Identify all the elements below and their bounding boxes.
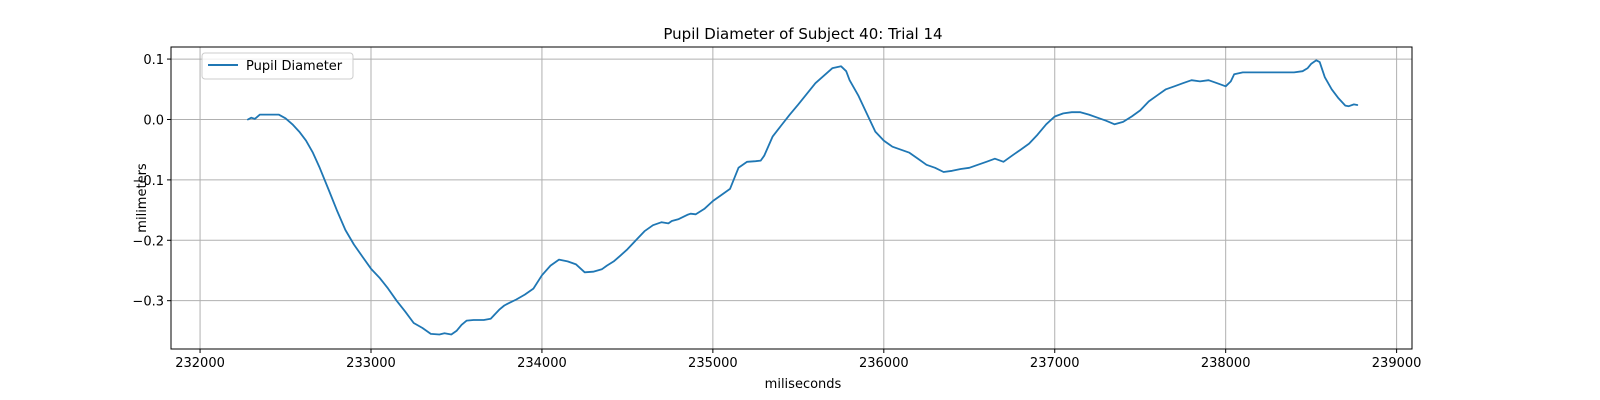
y-tick-label: 0.0 bbox=[143, 113, 164, 128]
x-tick-label: 238000 bbox=[1201, 356, 1251, 371]
y-tick-label: −0.1 bbox=[132, 174, 164, 189]
series-line-pupil-diameter bbox=[246, 59, 1359, 336]
y-tick-label: 0.1 bbox=[143, 53, 164, 68]
y-tick-label: −0.3 bbox=[132, 295, 164, 310]
chart-title: Pupil Diameter of Subject 40: Trial 14 bbox=[663, 25, 942, 43]
grid bbox=[171, 47, 1412, 349]
x-tick-label: 234000 bbox=[517, 356, 567, 371]
x-axis-ticks: 232000 233000 234000 235000 236000 237000 2380… bbox=[175, 349, 1421, 371]
plot-frame bbox=[170, 46, 1413, 350]
x-tick-label: 236000 bbox=[859, 356, 909, 371]
x-tick-label: 235000 bbox=[688, 356, 738, 371]
legend-entry-pupil-diameter: Pupil Diameter bbox=[246, 59, 343, 74]
x-tick-label: 237000 bbox=[1030, 356, 1080, 371]
x-tick-label: 233000 bbox=[346, 356, 396, 371]
y-axis-ticks: 0.1 0.0 −0.1 −0.2 −0.3 bbox=[132, 53, 171, 310]
y-tick-label: −0.2 bbox=[132, 234, 164, 249]
legend-box bbox=[201, 52, 354, 80]
x-axis-label: miliseconds bbox=[765, 377, 842, 392]
legend: Pupil Diameter bbox=[201, 52, 354, 80]
series-layer bbox=[246, 59, 1359, 336]
y-axis-label: milimeters bbox=[135, 163, 150, 233]
x-tick-label: 239000 bbox=[1372, 356, 1422, 371]
x-tick-label: 232000 bbox=[175, 356, 225, 371]
